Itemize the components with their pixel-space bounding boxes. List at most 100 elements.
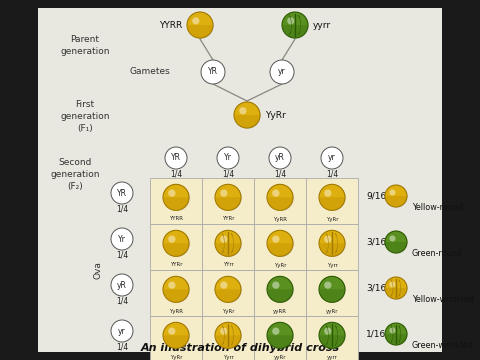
Text: yr: yr (328, 153, 336, 162)
FancyBboxPatch shape (202, 178, 254, 224)
Circle shape (111, 274, 133, 296)
Circle shape (268, 231, 294, 257)
FancyBboxPatch shape (306, 316, 358, 360)
Circle shape (272, 282, 279, 289)
Circle shape (239, 107, 247, 114)
Text: Ova: Ova (94, 261, 103, 279)
Text: yyRr: yyRr (274, 355, 286, 360)
FancyBboxPatch shape (254, 224, 306, 270)
FancyBboxPatch shape (150, 178, 202, 224)
Circle shape (319, 230, 345, 256)
Circle shape (270, 60, 294, 84)
Circle shape (324, 189, 332, 197)
Text: Yr: Yr (224, 153, 232, 162)
Text: yyrr: yyrr (313, 21, 331, 30)
Text: yyRR: yyRR (273, 309, 287, 314)
Wedge shape (267, 335, 293, 348)
FancyBboxPatch shape (150, 316, 202, 360)
Circle shape (215, 184, 241, 210)
Circle shape (217, 147, 239, 169)
Wedge shape (163, 197, 189, 210)
Circle shape (220, 328, 228, 335)
Circle shape (324, 328, 332, 335)
Wedge shape (215, 335, 241, 348)
Wedge shape (319, 289, 345, 302)
Circle shape (111, 320, 133, 342)
Text: 1/4: 1/4 (116, 204, 128, 213)
Circle shape (163, 184, 189, 210)
Circle shape (282, 12, 308, 38)
Text: YyRR: YyRR (169, 309, 183, 314)
Circle shape (111, 182, 133, 204)
Text: YYRR: YYRR (159, 21, 182, 30)
Circle shape (320, 323, 346, 349)
FancyBboxPatch shape (38, 8, 442, 352)
Text: YyRr: YyRr (170, 355, 182, 360)
FancyBboxPatch shape (306, 270, 358, 316)
FancyBboxPatch shape (254, 178, 306, 224)
Text: YYRR: YYRR (169, 216, 183, 221)
Text: 1/4: 1/4 (116, 251, 128, 260)
Text: yR: yR (117, 280, 127, 289)
Circle shape (272, 235, 279, 243)
Circle shape (220, 235, 228, 243)
Circle shape (220, 282, 228, 289)
Circle shape (188, 13, 214, 39)
Text: YyRR: YyRR (273, 216, 287, 221)
Circle shape (216, 277, 241, 303)
Wedge shape (267, 197, 293, 210)
Text: YR: YR (171, 153, 181, 162)
Circle shape (168, 189, 176, 197)
Wedge shape (385, 196, 407, 207)
Circle shape (201, 60, 225, 84)
Circle shape (164, 277, 190, 303)
Text: YR: YR (117, 189, 127, 198)
Circle shape (165, 147, 187, 169)
Circle shape (272, 189, 279, 197)
Circle shape (320, 277, 346, 303)
FancyBboxPatch shape (306, 178, 358, 224)
Circle shape (220, 189, 228, 197)
Circle shape (187, 12, 213, 38)
Circle shape (163, 276, 189, 302)
Circle shape (324, 235, 332, 243)
FancyBboxPatch shape (202, 316, 254, 360)
Wedge shape (319, 243, 345, 256)
Wedge shape (282, 25, 308, 38)
Text: Second
generation
(F₂): Second generation (F₂) (50, 158, 100, 190)
Circle shape (163, 230, 189, 256)
Circle shape (164, 185, 190, 211)
Circle shape (267, 322, 293, 348)
FancyBboxPatch shape (202, 224, 254, 270)
Circle shape (385, 185, 408, 208)
Circle shape (215, 322, 241, 348)
Text: 1/4: 1/4 (222, 170, 234, 179)
Text: yr: yr (278, 68, 286, 77)
Circle shape (385, 231, 408, 253)
Circle shape (267, 184, 293, 210)
Text: yr: yr (118, 327, 126, 336)
Circle shape (283, 13, 309, 39)
Text: 1/16: 1/16 (366, 329, 386, 338)
Circle shape (319, 322, 345, 348)
Circle shape (389, 282, 396, 288)
Wedge shape (215, 289, 241, 302)
FancyBboxPatch shape (150, 270, 202, 316)
Circle shape (268, 277, 294, 303)
Text: Gametes: Gametes (129, 68, 170, 77)
Text: First
generation
(F₁): First generation (F₁) (60, 100, 110, 132)
Circle shape (164, 323, 190, 349)
Circle shape (168, 282, 176, 289)
Circle shape (320, 231, 346, 257)
Text: 1/4: 1/4 (116, 342, 128, 351)
Text: YYRr: YYRr (170, 262, 182, 267)
Wedge shape (385, 288, 407, 299)
Text: 1/4: 1/4 (170, 170, 182, 179)
Wedge shape (267, 243, 293, 256)
Wedge shape (163, 335, 189, 348)
Circle shape (216, 323, 241, 349)
Text: Yyrr: Yyrr (223, 355, 233, 360)
Wedge shape (163, 243, 189, 256)
Text: YyRr: YyRr (265, 111, 286, 120)
Circle shape (192, 17, 200, 24)
